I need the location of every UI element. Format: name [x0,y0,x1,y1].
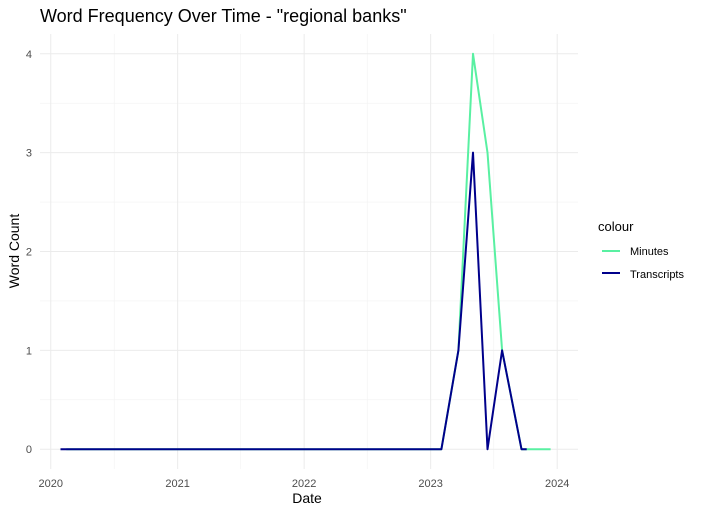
series-line-transcripts [60,151,527,451]
y-tick-label: 0 [26,444,32,456]
x-tick-label: 2021 [165,478,189,490]
legend: colour Minutes Transcripts [598,219,684,281]
legend-title: colour [598,219,634,234]
x-axis-ticks: 2020 2021 2022 2023 2024 [39,478,570,490]
y-tick-label: 4 [26,49,32,61]
x-tick-label: 2023 [418,478,442,490]
y-tick-label: 1 [26,345,32,357]
x-tick-label: 2022 [292,478,316,490]
y-tick-label: 3 [26,148,32,160]
legend-label-transcripts: Transcripts [630,269,684,281]
x-tick-label: 2024 [545,478,569,490]
legend-label-minutes: Minutes [630,246,669,258]
series-lines [60,52,551,451]
x-axis-title: Date [292,490,322,506]
grid [40,34,578,469]
chart-title: Word Frequency Over Time - "regional ban… [40,6,407,26]
y-axis-title: Word Count [6,214,22,289]
x-tick-label: 2020 [39,478,63,490]
y-tick-label: 2 [26,247,32,259]
y-axis-ticks: 0 1 2 3 4 [26,49,32,456]
